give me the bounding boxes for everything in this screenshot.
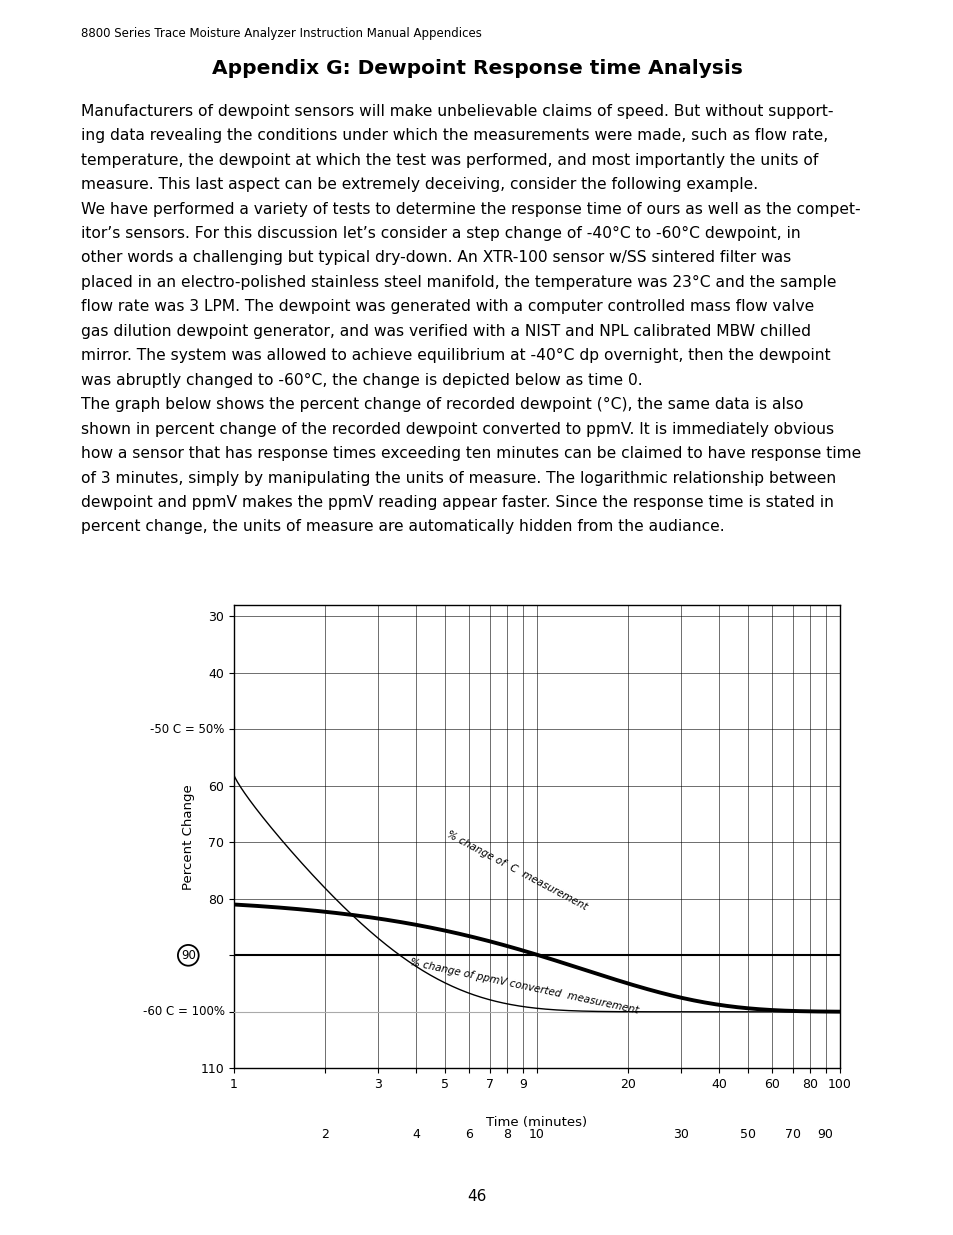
Text: Manufacturers of dewpoint sensors will make unbelievable claims of speed. But wi: Manufacturers of dewpoint sensors will m…: [81, 104, 833, 119]
Text: dewpoint and ppmV makes the ppmV reading appear faster. Since the response time : dewpoint and ppmV makes the ppmV reading…: [81, 495, 833, 510]
Text: 90: 90: [181, 948, 195, 962]
Text: 6: 6: [465, 1129, 473, 1141]
Text: 2: 2: [320, 1129, 329, 1141]
Text: gas dilution dewpoint generator, and was verified with a NIST and NPL calibrated: gas dilution dewpoint generator, and was…: [81, 324, 810, 338]
Text: shown in percent change of the recorded dewpoint converted to ppmV. It is immedi: shown in percent change of the recorded …: [81, 421, 833, 437]
Text: 90: 90: [817, 1129, 833, 1141]
Text: other words a challenging but typical dry-down. An XTR-100 sensor w/SS sintered : other words a challenging but typical dr…: [81, 251, 790, 266]
Text: mirror. The system was allowed to achieve equilibrium at -40°C dp overnight, the: mirror. The system was allowed to achiev…: [81, 348, 830, 363]
Text: measure. This last aspect can be extremely deceiving, consider the following exa: measure. This last aspect can be extreme…: [81, 177, 758, 193]
Text: -60 C = 100%: -60 C = 100%: [143, 1005, 224, 1019]
Text: The graph below shows the percent change of recorded dewpoint (°C), the same dat: The graph below shows the percent change…: [81, 398, 802, 412]
Text: flow rate was 3 LPM. The dewpoint was generated with a computer controlled mass : flow rate was 3 LPM. The dewpoint was ge…: [81, 299, 814, 315]
Text: 70: 70: [783, 1129, 800, 1141]
Text: 8: 8: [503, 1129, 511, 1141]
Text: -50 C = 50%: -50 C = 50%: [151, 722, 224, 736]
Text: Appendix G: Dewpoint Response time Analysis: Appendix G: Dewpoint Response time Analy…: [212, 59, 741, 78]
Y-axis label: Percent Change: Percent Change: [181, 784, 194, 889]
Text: 4: 4: [412, 1129, 419, 1141]
Text: 10: 10: [528, 1129, 544, 1141]
Text: temperature, the dewpoint at which the test was performed, and most importantly : temperature, the dewpoint at which the t…: [81, 153, 818, 168]
Text: 46: 46: [467, 1189, 486, 1204]
Text: itor’s sensors. For this discussion let’s consider a step change of -40°C to -60: itor’s sensors. For this discussion let’…: [81, 226, 800, 241]
Text: % change of  C  measurement: % change of C measurement: [445, 829, 589, 911]
X-axis label: Time (minutes): Time (minutes): [485, 1116, 587, 1129]
Text: 30: 30: [673, 1129, 688, 1141]
Text: placed in an electro-polished stainless steel manifold, the temperature was 23°C: placed in an electro-polished stainless …: [81, 275, 836, 290]
Text: of 3 minutes, simply by manipulating the units of measure. The logarithmic relat: of 3 minutes, simply by manipulating the…: [81, 471, 836, 485]
Text: We have performed a variety of tests to determine the response time of ours as w: We have performed a variety of tests to …: [81, 201, 860, 216]
Text: how a sensor that has response times exceeding ten minutes can be claimed to hav: how a sensor that has response times exc…: [81, 446, 861, 461]
Text: was abruptly changed to -60°C, the change is depicted below as time 0.: was abruptly changed to -60°C, the chang…: [81, 373, 642, 388]
Text: 50: 50: [740, 1129, 756, 1141]
Text: % change of ppmV converted  measurement: % change of ppmV converted measurement: [409, 957, 639, 1015]
Text: ing data revealing the conditions under which the measurements were made, such a: ing data revealing the conditions under …: [81, 128, 827, 143]
Text: percent change, the units of measure are automatically hidden from the audiance.: percent change, the units of measure are…: [81, 520, 724, 535]
Text: 8800 Series Trace Moisture Analyzer Instruction Manual Appendices: 8800 Series Trace Moisture Analyzer Inst…: [81, 27, 481, 41]
